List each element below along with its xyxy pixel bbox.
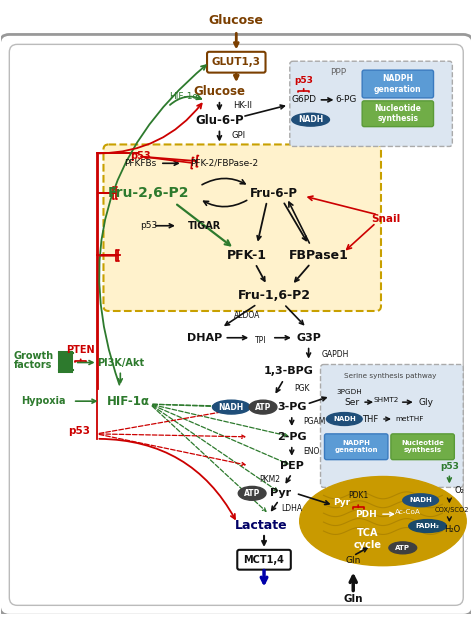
Text: NADPH
generation: NADPH generation [335, 441, 378, 453]
FancyBboxPatch shape [207, 52, 265, 73]
Text: O₂: O₂ [455, 486, 464, 495]
Ellipse shape [327, 413, 362, 426]
Text: PFK-2/FBPase-2: PFK-2/FBPase-2 [191, 159, 258, 168]
Text: Snail: Snail [371, 214, 401, 224]
Text: MCT1,4: MCT1,4 [244, 555, 284, 565]
Text: Fru-1,6-P2: Fru-1,6-P2 [237, 289, 310, 302]
Text: GPI: GPI [231, 131, 246, 140]
Text: Glucose: Glucose [193, 85, 246, 99]
Ellipse shape [292, 114, 329, 126]
Text: TCA: TCA [357, 528, 379, 538]
FancyBboxPatch shape [325, 434, 388, 460]
Text: 3-PG: 3-PG [277, 402, 307, 412]
Ellipse shape [212, 400, 250, 414]
Text: HK-II: HK-II [233, 101, 252, 110]
Text: Lactate: Lactate [235, 518, 287, 532]
FancyBboxPatch shape [9, 44, 463, 605]
Text: factors: factors [14, 360, 52, 370]
Text: 1,3-BPG: 1,3-BPG [264, 366, 314, 376]
FancyBboxPatch shape [320, 365, 463, 487]
Text: p53: p53 [140, 222, 157, 230]
Text: Glu-6-P: Glu-6-P [195, 114, 244, 127]
Text: ENO: ENO [304, 447, 320, 456]
Text: PGAM: PGAM [304, 418, 326, 426]
Text: LDHA: LDHA [281, 503, 302, 513]
Text: p53: p53 [294, 75, 313, 85]
Text: COX/SCO2: COX/SCO2 [435, 507, 470, 513]
Text: Fru-6-P: Fru-6-P [250, 186, 298, 199]
Text: Gly: Gly [418, 398, 433, 407]
FancyBboxPatch shape [391, 434, 454, 460]
Text: H₂O: H₂O [444, 524, 460, 534]
Text: Glucose: Glucose [209, 14, 264, 27]
Ellipse shape [300, 476, 466, 566]
Text: p53: p53 [440, 462, 459, 471]
Text: Nucleotide
synthesis: Nucleotide synthesis [401, 441, 444, 453]
Text: PGK: PGK [294, 384, 309, 393]
Text: PDK1: PDK1 [348, 491, 368, 500]
Text: Pyr: Pyr [270, 488, 292, 499]
FancyBboxPatch shape [103, 144, 381, 311]
Text: 6-PG: 6-PG [336, 96, 357, 104]
Text: PKM2: PKM2 [259, 475, 280, 484]
Text: HIF-1α: HIF-1α [169, 93, 199, 101]
Text: PFK-1: PFK-1 [227, 249, 267, 262]
Text: Ac-CoA: Ac-CoA [395, 509, 421, 515]
Text: 2-PG: 2-PG [277, 432, 307, 442]
Text: SHMT2: SHMT2 [373, 397, 399, 403]
Text: NADPH
generation: NADPH generation [374, 74, 422, 94]
Text: Gln: Gln [346, 557, 361, 565]
Text: ALDOA: ALDOA [234, 312, 260, 320]
Text: GAPDH: GAPDH [321, 350, 349, 359]
Text: Growth: Growth [13, 350, 53, 360]
Text: PEP: PEP [280, 461, 304, 471]
Text: GLUT1,3: GLUT1,3 [212, 57, 261, 67]
Ellipse shape [389, 542, 417, 554]
Text: NADH: NADH [298, 115, 323, 124]
Text: NADH: NADH [409, 497, 432, 503]
Text: Nucleotide
synthesis: Nucleotide synthesis [374, 104, 421, 123]
Text: HIF-1α: HIF-1α [107, 395, 150, 408]
FancyBboxPatch shape [362, 70, 434, 98]
Ellipse shape [238, 486, 266, 500]
Text: TPI: TPI [255, 336, 267, 345]
Text: p53: p53 [68, 426, 90, 436]
Text: Fru-2,6-P2: Fru-2,6-P2 [107, 186, 189, 200]
FancyBboxPatch shape [290, 61, 452, 146]
FancyBboxPatch shape [362, 101, 434, 126]
FancyBboxPatch shape [237, 550, 291, 569]
Text: PTEN: PTEN [66, 345, 95, 355]
Text: PPP: PPP [330, 68, 346, 77]
Text: ATP: ATP [395, 545, 410, 551]
Text: metTHF: metTHF [395, 416, 424, 422]
Ellipse shape [409, 520, 447, 532]
Text: ATP: ATP [244, 489, 260, 498]
Text: cycle: cycle [354, 540, 382, 550]
Text: p53: p53 [130, 151, 150, 162]
Text: THF: THF [362, 415, 378, 423]
Text: DHAP: DHAP [187, 333, 222, 342]
Text: NADH: NADH [333, 416, 356, 422]
Text: FBPase1: FBPase1 [289, 249, 348, 262]
Text: Serine synthesis pathway: Serine synthesis pathway [344, 373, 436, 379]
Text: PDH: PDH [355, 510, 377, 519]
Text: Ser: Ser [345, 398, 360, 407]
Text: ATP: ATP [255, 403, 271, 412]
Text: PFKFBs: PFKFBs [124, 159, 156, 168]
FancyBboxPatch shape [0, 35, 473, 615]
Text: PI3K/Akt: PI3K/Akt [97, 357, 144, 368]
Text: Pyr: Pyr [333, 498, 350, 507]
Text: G6PD: G6PD [291, 96, 316, 104]
Text: FADH₂: FADH₂ [416, 523, 439, 529]
Text: G3P: G3P [296, 333, 321, 342]
Text: Gln: Gln [344, 594, 363, 605]
Ellipse shape [249, 400, 277, 414]
Text: TIGAR: TIGAR [188, 221, 221, 231]
Text: NADH: NADH [219, 403, 244, 412]
Text: Hypoxia: Hypoxia [21, 396, 65, 406]
Ellipse shape [403, 494, 438, 507]
Text: 3PGDH: 3PGDH [337, 389, 362, 395]
